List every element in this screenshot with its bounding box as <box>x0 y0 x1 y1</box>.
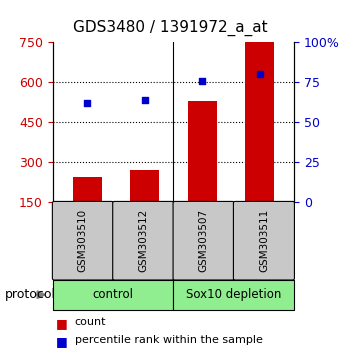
Text: GSM303510: GSM303510 <box>78 209 88 272</box>
Text: ■: ■ <box>56 335 68 348</box>
Text: GDS3480 / 1391972_a_at: GDS3480 / 1391972_a_at <box>73 19 267 36</box>
Text: percentile rank within the sample: percentile rank within the sample <box>75 335 263 345</box>
Bar <box>245 42 274 202</box>
Text: Sox10 depletion: Sox10 depletion <box>186 288 282 301</box>
Point <box>200 78 205 84</box>
Point <box>142 97 147 103</box>
Point <box>84 100 90 106</box>
Text: control: control <box>92 288 134 301</box>
Bar <box>130 170 159 202</box>
Text: protocol: protocol <box>5 288 56 301</box>
Text: count: count <box>75 317 106 327</box>
Bar <box>73 177 102 202</box>
Point <box>257 72 262 77</box>
Text: GSM303507: GSM303507 <box>199 209 208 272</box>
Text: GSM303511: GSM303511 <box>259 209 269 272</box>
Text: GSM303512: GSM303512 <box>138 209 148 272</box>
Text: ■: ■ <box>56 317 68 330</box>
Bar <box>188 101 217 202</box>
